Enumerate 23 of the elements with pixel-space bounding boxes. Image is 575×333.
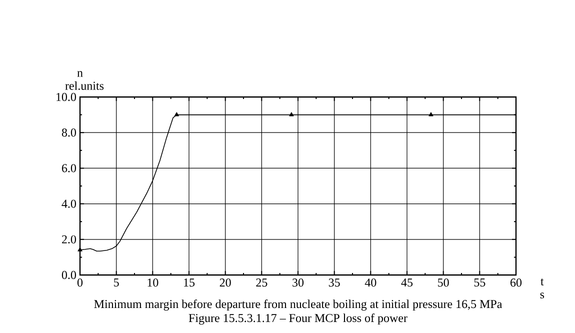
x-tick-label: 50	[438, 278, 449, 287]
y-tick-label: 4.0	[62, 200, 76, 208]
y-tick-label: 8.0	[62, 128, 76, 137]
y-tick-label: 2.0	[62, 235, 76, 244]
x-tick-label: 30	[292, 278, 304, 287]
x-tick-label: 10	[148, 278, 158, 287]
y-tick-label: 10.0	[56, 92, 76, 102]
x-tick-label: 15	[184, 278, 195, 287]
y-tick-label: 6.0	[62, 164, 76, 172]
y-axis-title: n rel.units	[65, 71, 104, 90]
text: Figure 15.5.3.1.17 – Four MCP loss of power	[188, 314, 408, 325]
x-tick-label: 35	[328, 278, 340, 287]
x-tick-label: 40	[364, 278, 376, 287]
x-tick-label: 5	[114, 278, 119, 286]
x-tick-label: 20	[220, 278, 231, 287]
x-tick-label: 0	[77, 278, 83, 287]
text: Minimum margin before departure from nucleate boiling at initial pressure 16,5 MPa	[94, 300, 502, 311]
x-axis-title: t s	[540, 278, 544, 298]
x-tick-label: 25	[256, 278, 268, 287]
y-tick-label: 0.0	[62, 270, 76, 280]
x-tick-label: 45	[401, 278, 413, 287]
x-tick-label: 55	[474, 278, 486, 286]
x-tick-label: 60	[510, 278, 522, 287]
